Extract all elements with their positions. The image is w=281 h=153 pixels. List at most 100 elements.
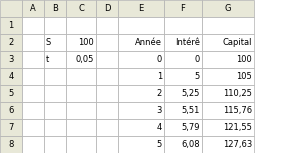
Bar — [202, 102, 254, 119]
Bar — [66, 68, 96, 85]
Bar — [22, 68, 44, 85]
Text: B: B — [52, 4, 58, 13]
Bar — [0, 85, 22, 102]
Bar — [22, 0, 44, 17]
Bar — [164, 85, 202, 102]
Text: 5,25: 5,25 — [182, 89, 200, 98]
Bar — [164, 17, 202, 34]
Bar — [164, 102, 202, 119]
Bar — [22, 102, 44, 119]
Bar — [118, 0, 164, 17]
Bar — [22, 51, 44, 68]
Bar — [22, 17, 44, 34]
Text: 6: 6 — [8, 106, 14, 115]
Text: 5,79: 5,79 — [182, 123, 200, 132]
Bar — [66, 102, 96, 119]
Text: 127,63: 127,63 — [223, 140, 252, 149]
Text: 5: 5 — [8, 89, 13, 98]
Text: 2: 2 — [157, 89, 162, 98]
Text: 2: 2 — [8, 38, 13, 47]
Text: 105: 105 — [236, 72, 252, 81]
Bar — [96, 136, 118, 153]
Text: Intérê: Intérê — [175, 38, 200, 47]
Bar — [0, 119, 22, 136]
Bar — [96, 17, 118, 34]
Text: 4: 4 — [157, 123, 162, 132]
Text: 5: 5 — [195, 72, 200, 81]
Text: 100: 100 — [236, 55, 252, 64]
Bar — [164, 136, 202, 153]
Bar — [202, 136, 254, 153]
Bar — [44, 68, 66, 85]
Text: 100: 100 — [78, 38, 94, 47]
Bar — [96, 0, 118, 17]
Bar — [202, 68, 254, 85]
Bar — [0, 102, 22, 119]
Bar — [0, 0, 22, 17]
Bar — [66, 0, 96, 17]
Text: 3: 3 — [8, 55, 14, 64]
Text: 0: 0 — [195, 55, 200, 64]
Bar — [96, 102, 118, 119]
Bar — [118, 51, 164, 68]
Text: 121,55: 121,55 — [223, 123, 252, 132]
Bar — [96, 119, 118, 136]
Bar — [164, 119, 202, 136]
Bar — [44, 136, 66, 153]
Bar — [44, 85, 66, 102]
Bar — [0, 68, 22, 85]
Bar — [44, 102, 66, 119]
Bar — [96, 68, 118, 85]
Text: F: F — [181, 4, 185, 13]
Text: A: A — [30, 4, 36, 13]
Bar — [96, 51, 118, 68]
Bar — [44, 17, 66, 34]
Text: 1: 1 — [157, 72, 162, 81]
Text: D: D — [104, 4, 110, 13]
Bar — [96, 34, 118, 51]
Bar — [44, 119, 66, 136]
Bar — [202, 34, 254, 51]
Bar — [96, 85, 118, 102]
Text: C: C — [78, 4, 84, 13]
Bar — [44, 34, 66, 51]
Text: 0,05: 0,05 — [76, 55, 94, 64]
Bar — [22, 34, 44, 51]
Bar — [118, 119, 164, 136]
Bar — [202, 119, 254, 136]
Text: Année: Année — [135, 38, 162, 47]
Bar — [118, 68, 164, 85]
Text: G: G — [225, 4, 231, 13]
Bar — [118, 34, 164, 51]
Text: 5,51: 5,51 — [182, 106, 200, 115]
Bar — [22, 136, 44, 153]
Bar — [164, 68, 202, 85]
Text: 0: 0 — [157, 55, 162, 64]
Bar — [0, 136, 22, 153]
Bar — [202, 17, 254, 34]
Bar — [44, 51, 66, 68]
Text: 8: 8 — [8, 140, 14, 149]
Text: 4: 4 — [8, 72, 13, 81]
Bar — [0, 17, 22, 34]
Text: Capital: Capital — [223, 38, 252, 47]
Bar — [164, 51, 202, 68]
Bar — [66, 136, 96, 153]
Bar — [66, 51, 96, 68]
Bar — [66, 119, 96, 136]
Bar — [22, 119, 44, 136]
Text: 110,25: 110,25 — [223, 89, 252, 98]
Bar — [66, 85, 96, 102]
Bar — [202, 85, 254, 102]
Text: 1: 1 — [8, 21, 13, 30]
Bar — [66, 34, 96, 51]
Text: t: t — [46, 55, 49, 64]
Text: 6,08: 6,08 — [181, 140, 200, 149]
Text: E: E — [138, 4, 144, 13]
Text: 7: 7 — [8, 123, 14, 132]
Bar — [164, 0, 202, 17]
Bar — [118, 102, 164, 119]
Bar — [22, 85, 44, 102]
Bar — [0, 51, 22, 68]
Bar — [118, 17, 164, 34]
